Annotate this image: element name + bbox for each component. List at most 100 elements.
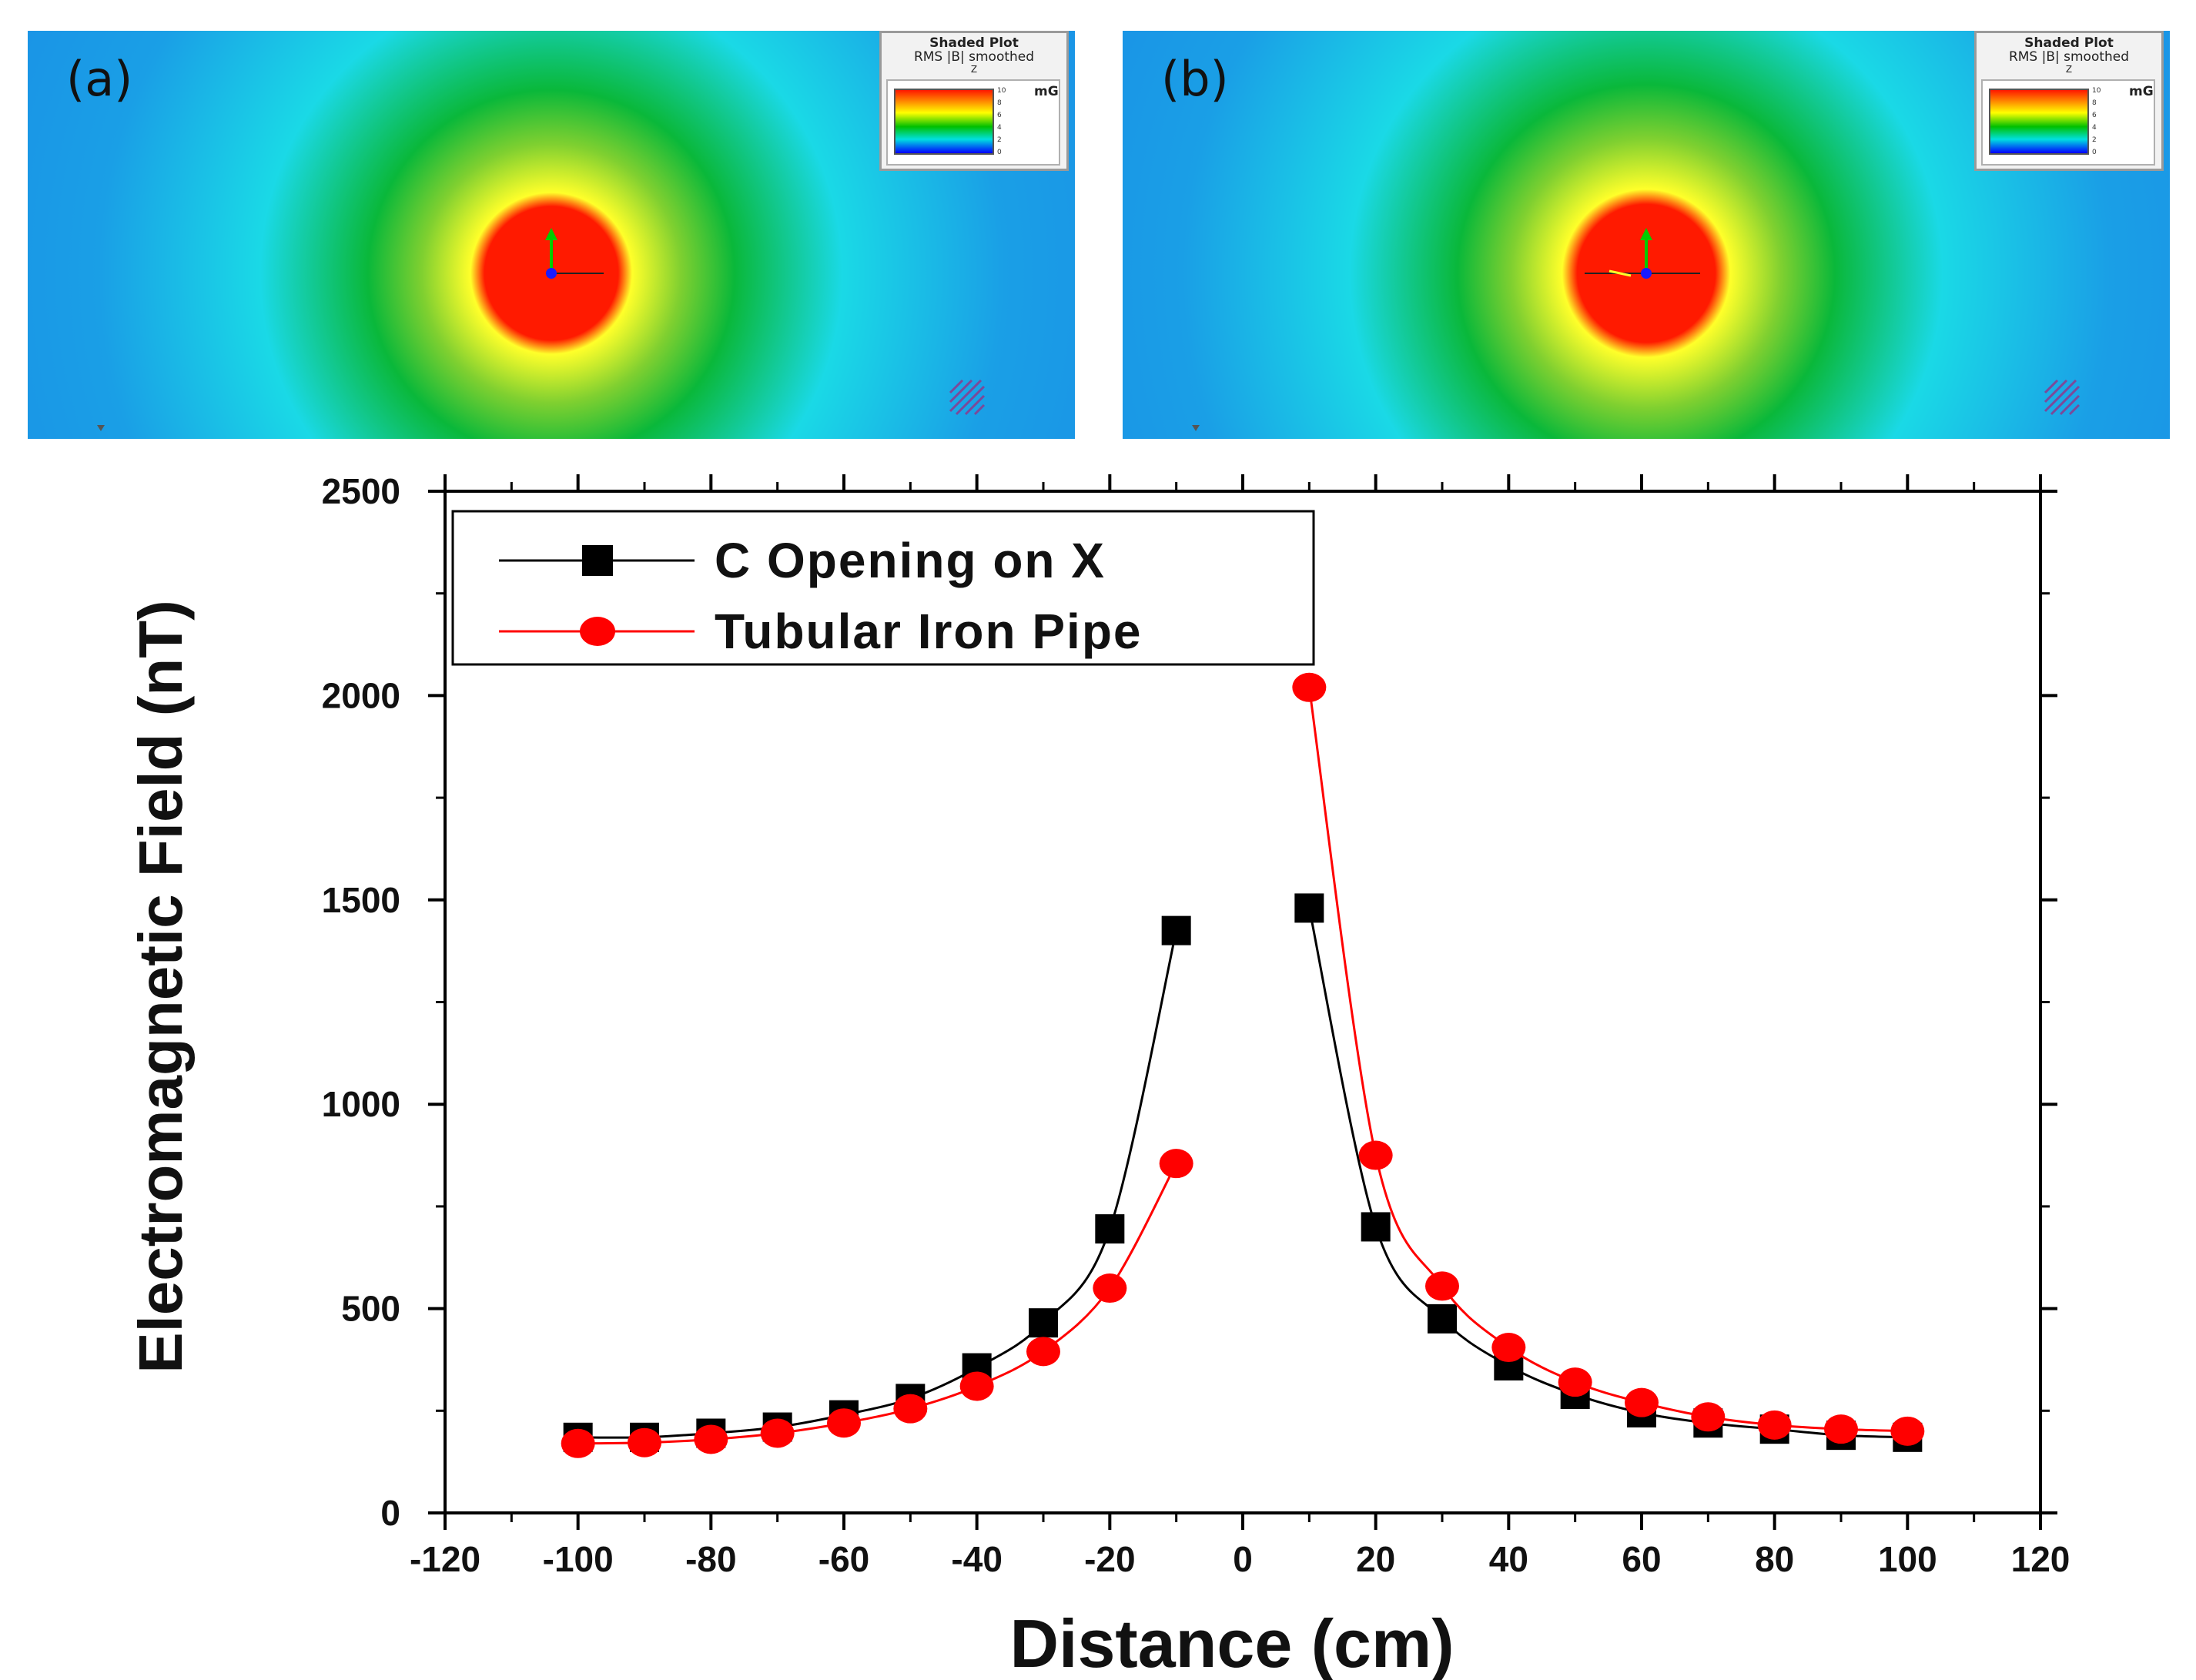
- data-point-square: [1095, 1214, 1125, 1244]
- legend-tick: 8: [2092, 99, 2097, 107]
- x-tick-label: 0: [1233, 1539, 1253, 1579]
- legend-tick: 8: [997, 99, 1002, 107]
- data-point-circle: [1292, 672, 1327, 702]
- x-tick-label: 40: [1489, 1539, 1528, 1579]
- hatch-icon: [949, 379, 986, 416]
- y-tick-label: 0: [380, 1493, 400, 1533]
- y-tick-label: 2000: [322, 675, 400, 715]
- color-scale-bar: [1989, 89, 2089, 155]
- legend-scale: 10 8 6 4 2 0 mG: [1981, 79, 2155, 166]
- data-point-square: [1161, 915, 1191, 945]
- legend-unit: mG: [1034, 84, 1059, 99]
- data-point-square: [1428, 1304, 1457, 1334]
- data-point-circle: [1625, 1387, 1659, 1417]
- data-point-circle: [1691, 1402, 1726, 1432]
- legend-title: Shaded Plot: [2024, 35, 2114, 51]
- data-point-circle: [760, 1418, 795, 1448]
- x-tick-label: 80: [1755, 1539, 1794, 1579]
- legend-ticks: 10 8 6 4 2 0: [997, 87, 1013, 156]
- legend-tick: 2: [997, 136, 1002, 144]
- x-tick-label: -20: [1084, 1539, 1135, 1579]
- panel-label-b: (b): [1161, 51, 1229, 107]
- legend-subtitle: RMS |B| smoothed: [2008, 49, 2130, 65]
- c-opening-mark: [1609, 269, 1632, 277]
- data-point-circle: [1757, 1410, 1792, 1440]
- x-tick-label: 60: [1622, 1539, 1661, 1579]
- series-line-1-left: [577, 930, 1178, 1439]
- data-point-circle: [1358, 1140, 1393, 1170]
- x-tick-label: 100: [1878, 1539, 1937, 1579]
- legend-tick: 4: [997, 124, 1002, 132]
- data-point-square: [1029, 1308, 1058, 1338]
- y-tick-label: 1000: [322, 1084, 400, 1124]
- y-tick-label: 2500: [322, 471, 400, 511]
- x-tick-label: -40: [951, 1539, 1002, 1579]
- color-scale-bar: [894, 89, 994, 155]
- data-point-square: [1294, 893, 1324, 923]
- legend-tick: 10: [2092, 87, 2101, 95]
- legend-tick: 2: [2092, 136, 2097, 144]
- y-axis-title: Electromagnetic Field (nT): [126, 600, 195, 1374]
- legend-label: C Opening on X: [715, 533, 1106, 588]
- legend-marker-square: [582, 545, 613, 576]
- origin-marker-icon: [1192, 425, 1200, 431]
- legend-title: Shaded Plot: [929, 35, 1019, 51]
- legend-tick: 6: [2092, 112, 2097, 119]
- legend-subtitle: RMS |B| smoothed: [913, 49, 1035, 65]
- legend-label: Tubular Iron Pipe: [715, 604, 1143, 659]
- x-tick-label: -120: [410, 1539, 480, 1579]
- field-panel-b: (b) Shaded Plot RMS |B| smoothed Z 10 8 …: [1123, 31, 2170, 439]
- data-point-circle: [1093, 1273, 1127, 1304]
- hatch-icon: [2044, 379, 2081, 416]
- x-tick-label: -80: [685, 1539, 736, 1579]
- chart-legend: C Opening on X Tubular Iron Pipe: [451, 510, 1315, 666]
- y-arrow-head: [545, 228, 557, 240]
- shaded-plot-legend-b: Shaded Plot RMS |B| smoothed Z 10 8 6 4 …: [1974, 31, 2164, 171]
- legend-axis: Z: [970, 64, 978, 75]
- series: [561, 672, 1925, 1458]
- y-tick-label: 500: [341, 1289, 400, 1329]
- x-tick-label: 120: [2011, 1539, 2070, 1579]
- y-arrow-head: [1640, 228, 1652, 240]
- source-point: [546, 268, 557, 279]
- line-chart: -120 -100 -80 -60 -40 -20 0 20 40 60 80 100 120 0 500 1…: [126, 471, 2070, 1680]
- legend-scale: 10 8 6 4 2 0 mG: [886, 79, 1060, 166]
- x-tick-label: 20: [1356, 1539, 1395, 1579]
- panel-label-a: (a): [66, 51, 133, 107]
- data-point-circle: [1491, 1333, 1526, 1363]
- shaded-plot-legend-a: Shaded Plot RMS |B| smoothed Z 10 8 6 4 …: [879, 31, 1069, 171]
- legend-tick: 10: [997, 87, 1006, 95]
- field-panel-a: (a) Shaded Plot RMS |B| smoothed Z 10 8 …: [28, 31, 1075, 439]
- legend-ticks: 10 8 6 4 2 0: [2092, 87, 2107, 156]
- x-tick-label: -60: [818, 1539, 869, 1579]
- data-point-circle: [694, 1424, 728, 1454]
- data-point-circle: [1890, 1416, 1925, 1446]
- data-point-circle: [959, 1371, 994, 1401]
- series-line-1-right: [1307, 908, 1908, 1439]
- legend-axis: Z: [2065, 64, 2073, 75]
- data-point-circle: [1558, 1367, 1592, 1397]
- data-point-circle: [1425, 1271, 1459, 1301]
- legend-tick: 0: [997, 149, 1002, 156]
- data-point-circle: [1026, 1337, 1060, 1367]
- data-point-circle: [893, 1394, 928, 1424]
- legend-tick: 4: [2092, 124, 2097, 132]
- legend-marker-circle: [580, 617, 615, 646]
- data-point-circle: [628, 1427, 661, 1457]
- series-line-2-right: [1307, 687, 1908, 1433]
- y-tick-label: 1500: [322, 880, 400, 920]
- data-point-circle: [1159, 1149, 1193, 1179]
- origin-marker-icon: [97, 425, 105, 431]
- axes: -120 -100 -80 -60 -40 -20 0 20 40 60 80 100 120 0 500 1…: [322, 471, 2070, 1579]
- series-line-2-left: [577, 1163, 1177, 1445]
- x-tick-label: -100: [543, 1539, 614, 1579]
- source-point: [1641, 268, 1652, 279]
- data-point-circle: [1824, 1414, 1858, 1444]
- legend-tick: 0: [2092, 149, 2097, 156]
- data-point-circle: [827, 1408, 861, 1438]
- data-point-square: [1361, 1212, 1391, 1242]
- x-axis-title: Distance (cm): [1009, 1605, 1454, 1680]
- legend-tick: 6: [997, 112, 1002, 119]
- legend-unit: mG: [2129, 84, 2154, 99]
- data-point-circle: [561, 1428, 595, 1458]
